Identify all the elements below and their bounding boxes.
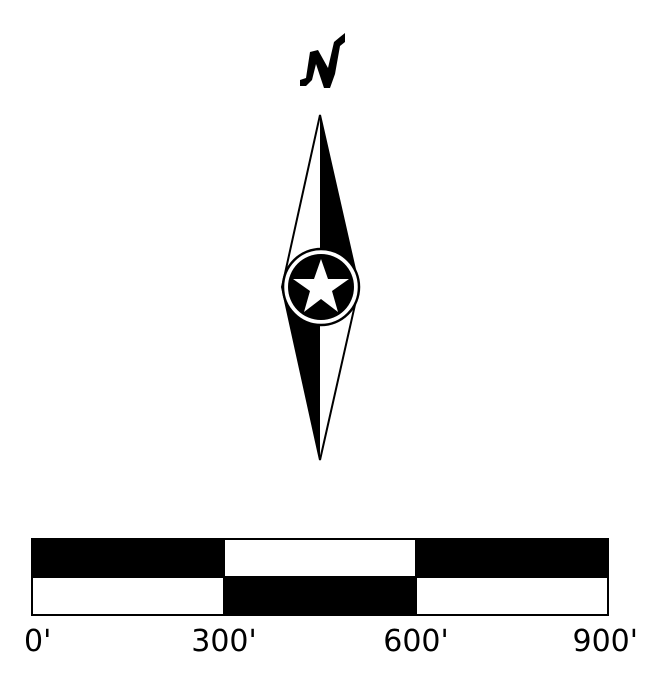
scale-bar-segments bbox=[31, 538, 609, 616]
scale-label-900: 900' bbox=[572, 624, 638, 659]
north-letter-icon bbox=[300, 33, 345, 88]
scale-label-600: 600' bbox=[383, 624, 449, 659]
north-arrow bbox=[280, 33, 361, 461]
scale-label-0: 0' bbox=[24, 624, 51, 659]
star-icon bbox=[293, 259, 349, 312]
scale-segment-bottom-1 bbox=[223, 576, 417, 616]
scale-bar: 0' 300' 600' 900' bbox=[24, 538, 638, 659]
scale-segment-bottom-2 bbox=[415, 576, 609, 616]
compass-needle-upper-fill bbox=[320, 115, 359, 287]
scale-segment-bottom-0 bbox=[31, 576, 225, 616]
scale-bar-labels: 0' 300' 600' 900' bbox=[24, 624, 638, 659]
scale-segment-top-1 bbox=[223, 538, 417, 578]
scale-bar-frame bbox=[31, 538, 609, 616]
scale-label-300: 300' bbox=[191, 624, 257, 659]
scale-segment-top-2 bbox=[415, 538, 609, 578]
compass-needle-lower-fill bbox=[282, 287, 320, 460]
scale-segment-top-0 bbox=[31, 538, 225, 578]
